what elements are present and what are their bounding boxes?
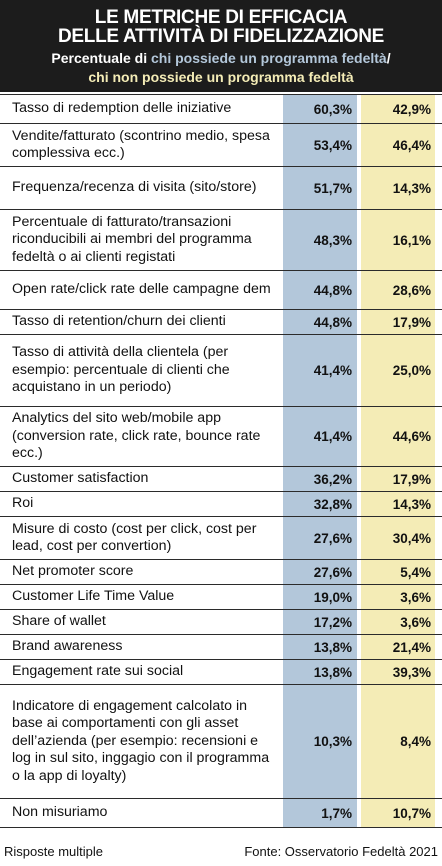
table-row: Tasso di redemption delle iniziative 60,3… bbox=[0, 94, 442, 124]
value-with-program: 10,3% bbox=[283, 685, 357, 798]
value-with-program: 13,8% bbox=[283, 635, 357, 659]
metric-label: Tasso di retention/churn dei clienti bbox=[12, 313, 226, 330]
table-row: Customer Life Time Value 19,0% 3,6% bbox=[0, 585, 442, 610]
value-without-program: 44,6% bbox=[361, 407, 435, 466]
metric-label: Vendite/fatturato (scontrino medio, spes… bbox=[12, 127, 270, 162]
metric-label: Open rate/click rate delle campagne dem bbox=[12, 281, 271, 298]
value-without-program: 17,9% bbox=[361, 467, 435, 491]
value-with-program: 60,3% bbox=[283, 95, 357, 123]
value-with-program: 41,4% bbox=[283, 335, 357, 406]
metric-label: Tasso di redemption delle iniziative bbox=[12, 100, 232, 117]
table-row: Non misuriamo 1,7% 10,7% bbox=[0, 799, 442, 828]
metric-label: Customer satisfaction bbox=[12, 470, 149, 487]
metric-label: Non misuriamo bbox=[12, 804, 108, 821]
value-with-program: 53,4% bbox=[283, 124, 357, 166]
chart-subtitle-line2: chi non possiede un programma fedeltà bbox=[0, 68, 442, 87]
table-row: Frequenza/recenza di visita (sito/store)… bbox=[0, 167, 442, 210]
value-without-program: 16,1% bbox=[361, 210, 435, 270]
table-row: Share of wallet 17,2% 3,6% bbox=[0, 610, 442, 635]
legend-series1: chi possiede un programma fedeltà bbox=[150, 50, 387, 66]
chart-header: LE METRICHE DI EFFICACIA DELLE ATTIVITÀ … bbox=[0, 0, 442, 92]
value-with-program: 36,2% bbox=[283, 467, 357, 491]
value-with-program: 27,6% bbox=[283, 560, 357, 584]
value-without-program: 17,9% bbox=[361, 310, 435, 334]
value-without-program: 46,4% bbox=[361, 124, 435, 166]
value-without-program: 5,4% bbox=[361, 560, 435, 584]
metric-label: Brand awareness bbox=[12, 638, 123, 655]
value-with-program: 44,8% bbox=[283, 310, 357, 334]
value-with-program: 41,4% bbox=[283, 407, 357, 466]
value-without-program: 14,3% bbox=[361, 167, 435, 209]
table-row: Misure di costo (cost per click, cost pe… bbox=[0, 517, 442, 560]
metric-label: Engagement rate sui social bbox=[12, 663, 184, 680]
subtitle-prefix: Percentuale di bbox=[51, 50, 151, 66]
table-row: Analytics del sito web/mobile app (conve… bbox=[0, 407, 442, 467]
value-without-program: 14,3% bbox=[361, 492, 435, 516]
metric-label: Roi bbox=[12, 495, 34, 512]
footer-source: Fonte: Osservatorio Fedeltà 2021 bbox=[244, 844, 438, 859]
table-row: Percentuale di fatturato/transazioni ric… bbox=[0, 210, 442, 271]
table-row: Vendite/fatturato (scontrino medio, spes… bbox=[0, 124, 442, 167]
value-with-program: 27,6% bbox=[283, 517, 357, 559]
value-without-program: 42,9% bbox=[361, 95, 435, 123]
value-without-program: 30,4% bbox=[361, 517, 435, 559]
metric-label: Indicatore di engagement calcolato in ba… bbox=[12, 697, 270, 784]
value-without-program: 10,7% bbox=[361, 799, 435, 827]
table-row: Tasso di retention/churn dei clienti 44,8… bbox=[0, 310, 442, 335]
footer-note: Risposte multiple bbox=[4, 844, 103, 859]
table-row: Indicatore di engagement calcolato in ba… bbox=[0, 685, 442, 799]
value-with-program: 19,0% bbox=[283, 585, 357, 609]
value-with-program: 44,8% bbox=[283, 271, 357, 309]
value-with-program: 1,7% bbox=[283, 799, 357, 827]
value-without-program: 39,3% bbox=[361, 660, 435, 684]
table-row: Tasso di attività della clientela (per e… bbox=[0, 335, 442, 407]
metrics-table: Tasso di redemption delle iniziative 60,3… bbox=[0, 94, 442, 828]
table-row: Brand awareness 13,8% 21,4% bbox=[0, 635, 442, 660]
value-with-program: 48,3% bbox=[283, 210, 357, 270]
value-with-program: 13,8% bbox=[283, 660, 357, 684]
value-with-program: 32,8% bbox=[283, 492, 357, 516]
value-without-program: 8,4% bbox=[361, 685, 435, 798]
metric-label: Analytics del sito web/mobile app (conve… bbox=[12, 410, 261, 462]
value-without-program: 21,4% bbox=[361, 635, 435, 659]
legend-series2: chi non possiede un programma fedeltà bbox=[88, 69, 354, 85]
value-without-program: 25,0% bbox=[361, 335, 435, 406]
metric-label: Net promoter score bbox=[12, 563, 134, 580]
table-row: Roi 32,8% 14,3% bbox=[0, 492, 442, 517]
subtitle-separator: / bbox=[386, 50, 391, 66]
metric-label: Percentuale di fatturato/transazioni ric… bbox=[12, 213, 252, 265]
metric-label: Misure di costo (cost per click, cost pe… bbox=[12, 520, 257, 555]
chart-subtitle: Percentuale di chi possiede un programma… bbox=[0, 49, 442, 68]
chart-title-line2: DELLE ATTIVITÀ DI FIDELIZZAZIONE bbox=[57, 26, 385, 47]
value-without-program: 3,6% bbox=[361, 585, 435, 609]
table-row: Engagement rate sui social 13,8% 39,3% bbox=[0, 660, 442, 685]
metric-label: Frequenza/recenza di visita (sito/store) bbox=[12, 179, 257, 196]
table-row: Net promoter score 27,6% 5,4% bbox=[0, 560, 442, 585]
value-with-program: 51,7% bbox=[283, 167, 357, 209]
value-without-program: 28,6% bbox=[361, 271, 435, 309]
metric-label: Customer Life Time Value bbox=[12, 588, 175, 605]
value-without-program: 3,6% bbox=[361, 610, 435, 634]
metric-label: Share of wallet bbox=[12, 613, 106, 630]
chart-title-line1: LE METRICHE DI EFFICACIA bbox=[94, 7, 348, 28]
metric-label: Tasso di attività della clientela (per e… bbox=[12, 344, 230, 396]
table-row: Customer satisfaction 36,2% 17,9% bbox=[0, 467, 442, 492]
value-with-program: 17,2% bbox=[283, 610, 357, 634]
table-row: Open rate/click rate delle campagne dem 4… bbox=[0, 271, 442, 310]
